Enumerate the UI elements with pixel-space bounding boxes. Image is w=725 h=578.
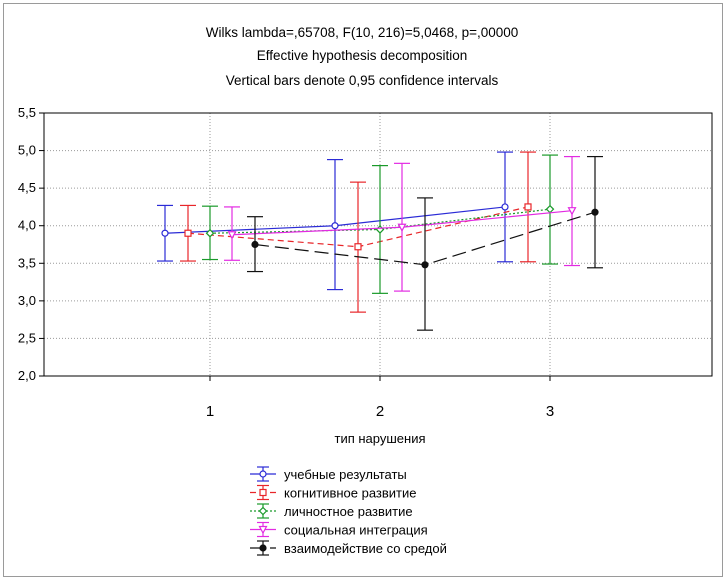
legend-label: личностное развитие (284, 504, 413, 519)
data-point (591, 208, 599, 216)
data-point (227, 231, 237, 240)
y-tick-label: 5,5 (18, 105, 36, 120)
y-tick-label: 2,5 (18, 330, 36, 345)
legend-marker (258, 506, 268, 516)
series-2 (180, 151, 536, 313)
data-point (524, 203, 532, 211)
data-point (354, 243, 362, 251)
y-tick-label: 3,5 (18, 255, 36, 270)
grid (44, 113, 712, 376)
data-point (501, 203, 509, 211)
legend-marker (258, 525, 268, 535)
legend: учебные результаты когнитивное развитие ли… (250, 466, 447, 556)
y-tick-label: 5,0 (18, 143, 36, 158)
y-tick-label: 4,0 (18, 218, 36, 233)
plot-area (43, 112, 713, 377)
legend-label: когнитивное развитие (284, 486, 417, 501)
legend-item-3: личностное развитие (250, 503, 413, 519)
x-tick-label: 2 (376, 403, 384, 420)
data-point (205, 228, 215, 238)
data-point (421, 261, 429, 269)
y-axis: 2,0 2,5 3,0 3,5 4,0 4,5 5,0 5,5 (18, 105, 44, 383)
legend-item-5: взаимодействие со средой (250, 540, 447, 556)
series-group (157, 151, 603, 331)
data-point (184, 229, 192, 237)
legend-label: учебные результаты (284, 467, 407, 482)
legend-label: социальная интеграция (284, 523, 428, 538)
series-line (209, 208, 551, 234)
y-tick-label: 2,0 (18, 368, 36, 383)
data-point (397, 223, 407, 232)
y-tick-label: 4,5 (18, 180, 36, 195)
data-point (161, 229, 169, 237)
legend-item-2: когнитивное развитие (250, 484, 417, 501)
x-axis: 1 2 3 (206, 376, 554, 420)
legend-item-4: социальная интеграция (250, 521, 428, 538)
series-1 (157, 151, 513, 291)
legend-label: взаимодействие со средой (284, 541, 447, 556)
legend-marker (259, 470, 267, 478)
data-point (375, 225, 385, 234)
series-4 (224, 155, 580, 292)
data-point (545, 204, 555, 214)
chart-title-line-3: Vertical bars denote 0,95 confidence int… (226, 73, 499, 88)
x-axis-label: тип нарушения (335, 431, 426, 446)
chart-title-line-2: Effective hypothesis decomposition (257, 48, 468, 63)
chart-frame (3, 3, 723, 577)
data-point (331, 222, 339, 230)
y-tick-label: 3,0 (18, 293, 36, 308)
chart-title-line-1: Wilks lambda=,65708, F(10, 216)=5,0468, … (206, 25, 519, 40)
legend-marker (259, 488, 267, 497)
data-point (251, 240, 259, 249)
series-5 (247, 155, 603, 331)
x-tick-label: 3 (546, 403, 554, 420)
x-tick-label: 1 (206, 403, 214, 420)
legend-marker (259, 544, 267, 552)
legend-item-1: учебные результаты (250, 466, 407, 482)
chart-title-block: Wilks lambda=,65708, F(10, 216)=5,0468, … (206, 25, 519, 88)
data-point (567, 207, 577, 216)
series-3 (202, 154, 558, 294)
